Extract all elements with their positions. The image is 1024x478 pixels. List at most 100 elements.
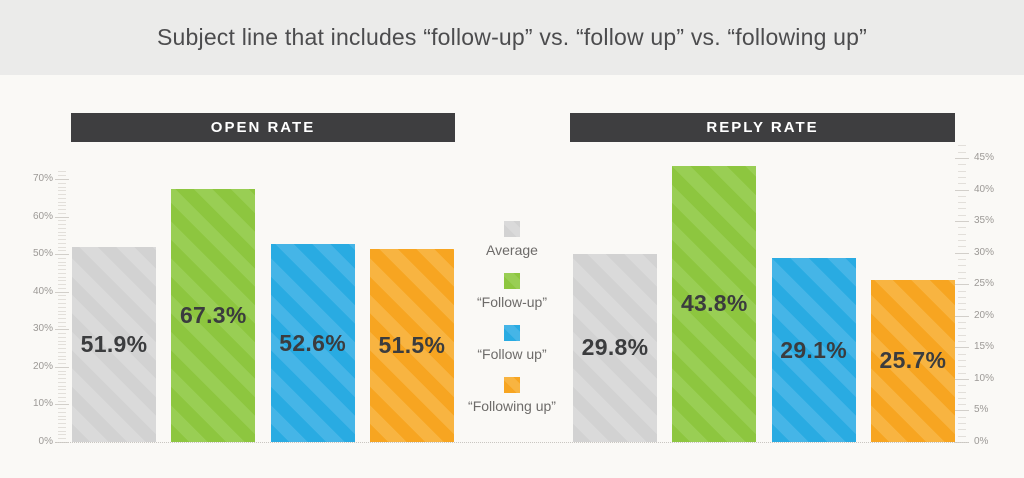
minor-tick: [958, 195, 966, 197]
legend-item-follow-up: “Follow-up”: [477, 273, 547, 310]
minor-tick: [58, 269, 66, 271]
bar-open-rate-follow-up: 67.3%: [171, 189, 256, 442]
minor-tick: [958, 303, 966, 305]
chart-header-open-rate: OPEN RATE: [71, 113, 455, 142]
minor-tick: [958, 423, 966, 425]
bar-open-rate-follow-up: 52.6%: [270, 244, 355, 442]
major-tick: [955, 252, 969, 254]
minor-tick: [958, 277, 966, 279]
minor-tick: [58, 434, 66, 436]
legend-swatch-following-up: [504, 377, 520, 393]
minor-tick: [58, 246, 66, 248]
minor-tick: [958, 265, 966, 267]
bar-reply-rate-following-up: 25.7%: [870, 279, 955, 442]
minor-tick: [58, 257, 66, 259]
value-label-open-rate-follow-up: 67.3%: [179, 302, 247, 329]
major-tick: [55, 179, 69, 180]
minor-tick: [958, 246, 966, 248]
minor-tick: [58, 396, 66, 398]
minor-tick: [58, 299, 66, 301]
minor-tick: [958, 164, 966, 166]
minor-tick: [58, 340, 66, 342]
minor-tick: [58, 400, 66, 402]
minor-tick: [58, 351, 66, 353]
minor-tick: [58, 325, 66, 327]
minor-tick: [58, 355, 66, 357]
legend-label-follow-up: “Follow up”: [477, 346, 547, 362]
minor-tick: [958, 391, 966, 393]
tick-label-reply-rate-25: 25%: [974, 278, 995, 290]
minor-tick: [58, 411, 66, 413]
minor-tick: [958, 233, 966, 235]
minor-tick: [58, 239, 66, 241]
minor-tick: [58, 235, 66, 237]
minor-tick: [58, 344, 66, 346]
tick-label-reply-rate-5: 5%: [974, 404, 989, 416]
minor-tick: [58, 306, 66, 308]
major-tick: [955, 189, 969, 191]
bar-reply-rate-follow-up: 29.1%: [771, 258, 856, 442]
major-tick: [55, 366, 69, 368]
tick-label-open-rate-30: 30%: [32, 323, 53, 335]
minor-tick: [58, 321, 66, 323]
tick-label-open-rate-20: 20%: [32, 360, 53, 372]
minor-tick: [958, 372, 966, 374]
chart-header-reply-rate: REPLY RATE: [570, 113, 955, 142]
minor-tick: [58, 284, 66, 286]
minor-tick: [58, 250, 66, 252]
major-tick: [55, 216, 69, 218]
minor-tick: [58, 265, 66, 267]
minor-tick: [958, 397, 966, 399]
minor-tick: [958, 328, 966, 330]
tick-label-open-rate-40: 40%: [32, 285, 53, 297]
minor-tick: [958, 240, 966, 242]
minor-tick: [958, 429, 966, 431]
chart-title: Subject line that includes “follow-up” v…: [156, 24, 867, 50]
minor-tick: [58, 186, 66, 188]
tick-label-reply-rate-0: 0%: [974, 436, 989, 447]
minor-tick: [58, 261, 66, 263]
minor-tick: [58, 227, 66, 229]
value-label-open-rate-following-up: 51.5%: [378, 331, 446, 358]
bar-open-rate-average: 51.9%: [72, 247, 156, 442]
minor-tick: [58, 423, 66, 425]
tick-label-open-rate-50: 50%: [32, 248, 53, 260]
bar-open-rate-following-up: 51.5%: [369, 248, 454, 442]
major-tick: [55, 329, 69, 331]
legend-item-following-up: “Following up”: [468, 377, 556, 414]
minor-tick: [58, 310, 66, 312]
minor-tick: [958, 214, 966, 216]
minor-tick: [958, 341, 966, 343]
minor-tick: [58, 295, 66, 297]
tick-label-open-rate-10: 10%: [32, 398, 53, 410]
minor-tick: [58, 318, 66, 319]
minor-tick: [58, 333, 66, 335]
minor-tick: [58, 359, 66, 361]
minor-tick: [958, 183, 966, 185]
minor-tick: [58, 336, 66, 338]
minor-tick: [58, 363, 66, 365]
minor-tick: [58, 426, 66, 428]
minor-tick: [58, 220, 66, 222]
major-tick: [55, 254, 69, 256]
tick-label-reply-rate-45: 45%: [974, 152, 995, 163]
minor-tick: [958, 404, 966, 406]
minor-tick: [958, 322, 966, 324]
minor-tick: [958, 309, 966, 311]
minor-tick: [958, 271, 966, 273]
minor-tick: [58, 393, 66, 395]
bar-reply-rate-average: 29.8%: [573, 253, 657, 442]
legend-item-average: Average: [486, 221, 538, 258]
minor-tick: [958, 170, 966, 172]
minor-tick: [958, 353, 966, 355]
legend-item-follow-up: “Follow up”: [477, 325, 547, 362]
minor-tick: [58, 197, 66, 199]
minor-tick: [58, 276, 66, 278]
value-label-reply-rate-follow-up: 43.8%: [680, 290, 748, 317]
minor-tick: [58, 182, 66, 184]
minor-tick: [58, 415, 66, 417]
tick-label-open-rate-0: 0%: [38, 436, 53, 447]
minor-tick: [58, 242, 66, 244]
minor-tick: [58, 175, 66, 177]
